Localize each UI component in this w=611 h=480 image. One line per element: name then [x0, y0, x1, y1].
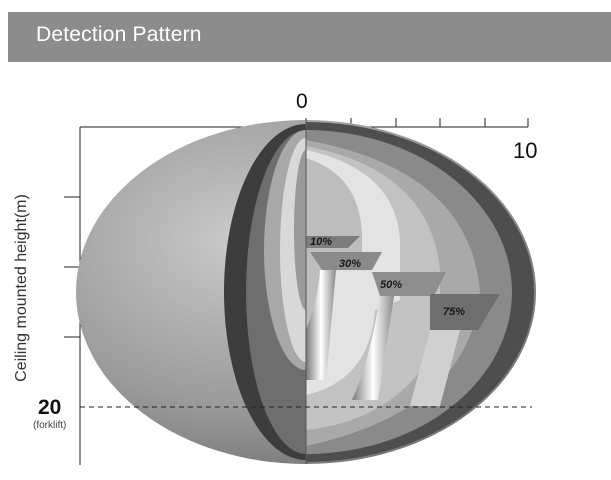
zone-label-50: 50% [380, 279, 403, 291]
height-mark-label: 20 [38, 396, 62, 419]
zone-label-10: 10% [310, 236, 333, 248]
height-mark-note: (forklift) [33, 420, 67, 431]
section-title: Detection Pattern [36, 23, 202, 46]
left-cutaway [224, 124, 306, 460]
height-axis-label: Ceiling mounted height(m) [13, 194, 30, 382]
axis-zero-label: 0 [296, 90, 308, 113]
zone-label-75: 75% [443, 306, 466, 318]
axis-ten-label: 10 [513, 138, 538, 163]
section-header: Detection Pattern [8, 12, 611, 62]
zone-label-30: 30% [339, 258, 362, 270]
zone-shelves [306, 236, 500, 406]
